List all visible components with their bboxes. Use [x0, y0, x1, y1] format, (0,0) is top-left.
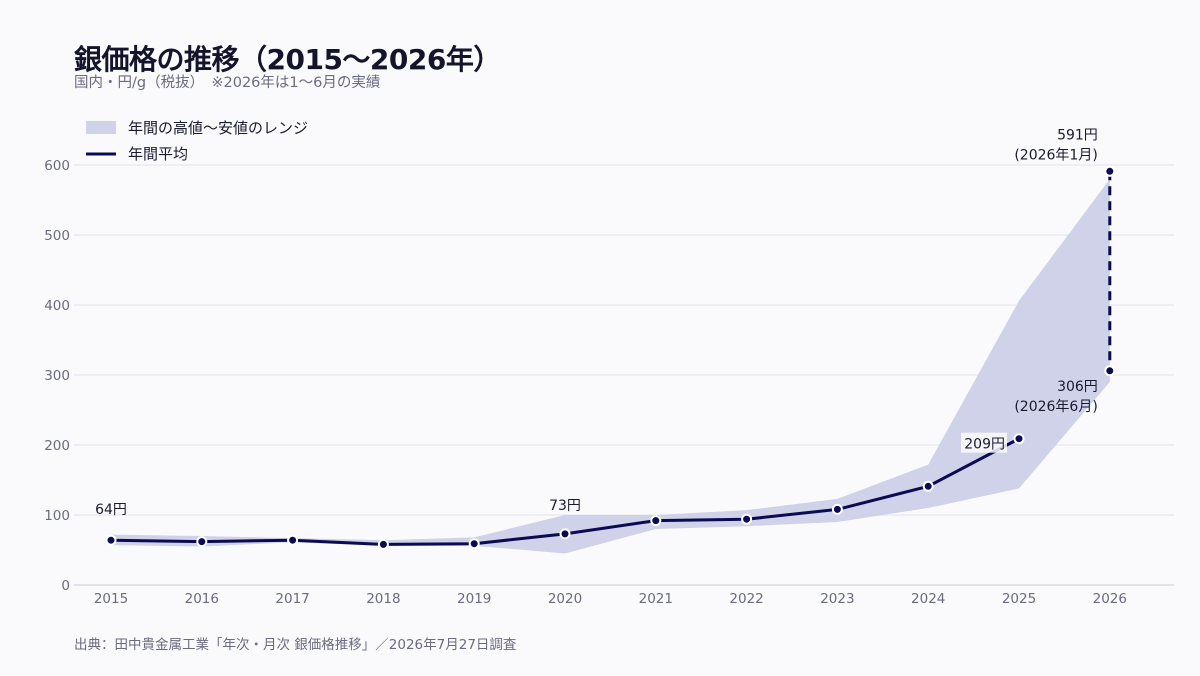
x-tick-label: 2015 — [94, 591, 128, 607]
axes: 0 100 200 300 400 500 600 2015 2016 2017 2018 2019 2… — [44, 158, 1127, 607]
x-tick-label: 2023 — [820, 591, 854, 607]
data-label-sub: (2026年1月) — [1014, 147, 1097, 163]
x-tick-label: 2018 — [366, 591, 400, 607]
data-point — [1013, 433, 1025, 445]
data-point — [105, 534, 117, 546]
source-note: 出典：田中貴金属工業「年次・月次 銀価格推移」／2026年7月27日調査 — [74, 637, 517, 653]
data-point — [741, 513, 753, 525]
data-label: 64円 — [95, 502, 127, 518]
y-tick-label: 500 — [44, 228, 70, 244]
x-tick-label: 2021 — [639, 591, 673, 607]
x-tick-label: 2017 — [275, 591, 309, 607]
data-point — [559, 528, 571, 540]
data-point — [831, 503, 843, 515]
y-tick-label: 400 — [44, 298, 70, 314]
chart-subtitle: 国内・円/g（税抜） ※2026年は1〜6月の実績 — [74, 75, 381, 91]
data-labels: 64円 73円 209円 591円 (2026年1月) 306円 (2026年6月) — [95, 127, 1098, 518]
data-points — [105, 165, 1116, 550]
y-tick-label: 300 — [44, 368, 70, 384]
data-point — [377, 538, 389, 550]
data-point — [650, 515, 662, 527]
data-label: 591円 — [1057, 127, 1098, 143]
x-tick-label: 2024 — [911, 591, 945, 607]
data-label: 209円 — [964, 437, 1005, 453]
x-tick-label: 2019 — [457, 591, 491, 607]
legend-swatch-band — [86, 121, 116, 134]
y-tick-label: 200 — [44, 438, 70, 454]
x-tick-label: 2025 — [1002, 591, 1036, 607]
y-tick-label: 0 — [61, 578, 70, 594]
data-label-bg — [961, 432, 1007, 453]
x-tick-label: 2016 — [185, 591, 219, 607]
data-point-2026-jan — [1104, 165, 1116, 177]
data-point-2026-jun — [1104, 365, 1116, 377]
y-tick-label: 100 — [44, 508, 70, 524]
legend-label-line: 年間平均 — [128, 145, 188, 163]
data-point — [287, 534, 299, 546]
y-tick-label: 600 — [44, 158, 70, 174]
data-label-sub: (2026年6月) — [1014, 399, 1097, 415]
x-tick-label: 2020 — [548, 591, 582, 607]
data-point — [196, 536, 208, 548]
data-label: 306円 — [1057, 379, 1098, 395]
chart-title: 銀価格の推移（2015〜2026年） — [74, 43, 501, 76]
data-point — [922, 480, 934, 492]
legend-label-band: 年間の高値〜安値のレンジ — [128, 119, 308, 137]
data-point — [468, 538, 480, 550]
x-tick-label: 2022 — [729, 591, 763, 607]
data-label: 73円 — [549, 498, 581, 514]
x-tick-label: 2026 — [1093, 591, 1127, 607]
